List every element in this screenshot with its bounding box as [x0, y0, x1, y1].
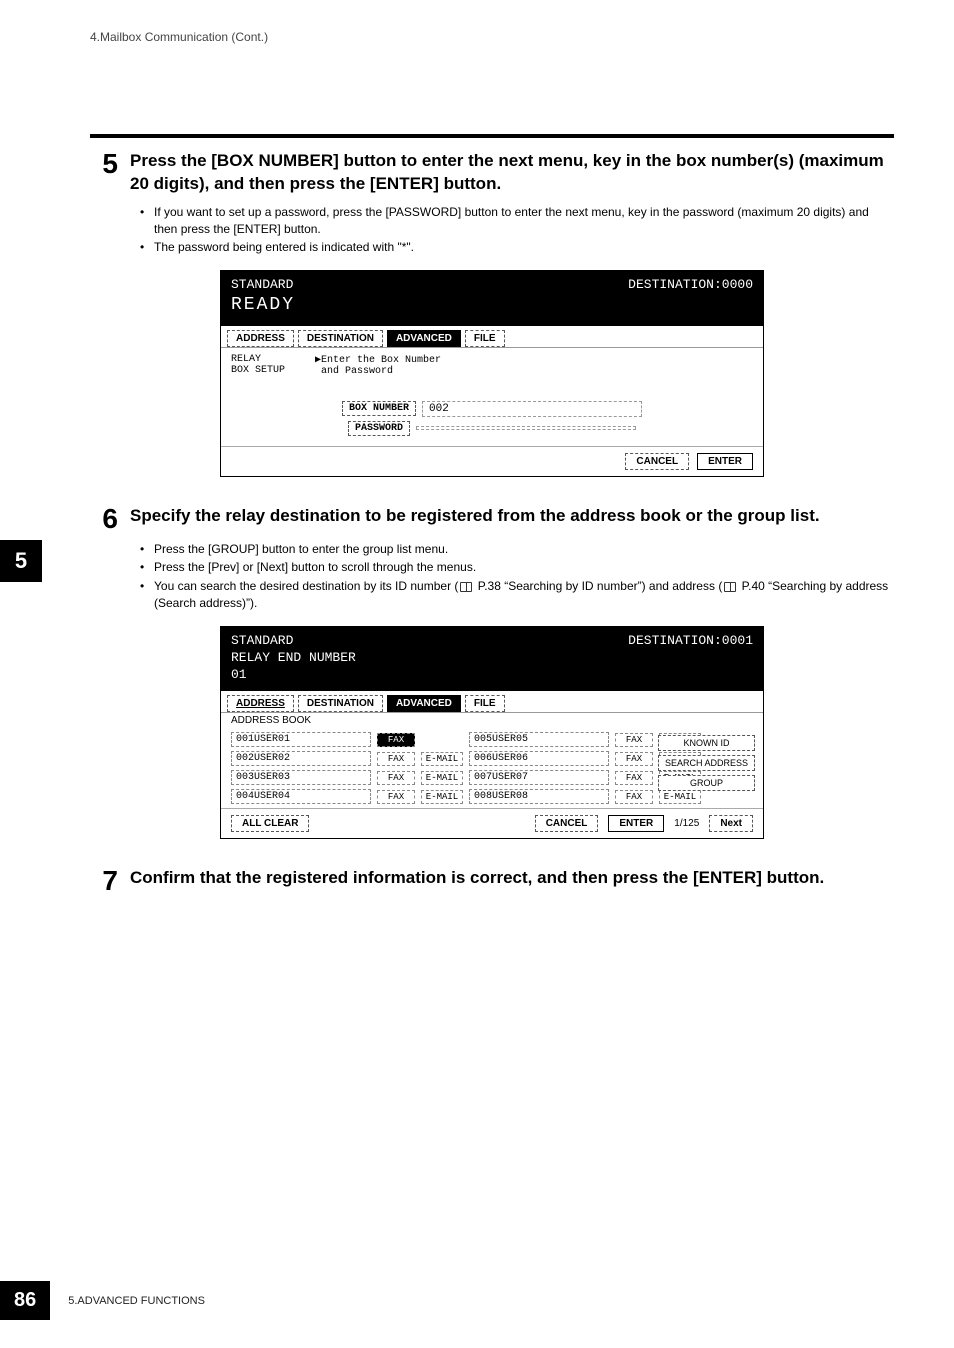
relay-box-setup-label: RELAY BOX SETUP: [231, 354, 285, 377]
fax-button[interactable]: FAX: [377, 790, 415, 804]
lcd-footer: ALL CLEAR CANCEL ENTER 1/125 Next: [221, 808, 763, 838]
group-button[interactable]: GROUP: [658, 775, 755, 791]
cancel-button[interactable]: CANCEL: [625, 453, 689, 470]
address-entry[interactable]: 007USER07: [469, 770, 609, 785]
fax-button[interactable]: FAX: [615, 752, 653, 766]
lcd-body: RELAY BOX SETUP ▶Enter the Box Number an…: [221, 348, 763, 446]
fax-button[interactable]: FAX: [377, 771, 415, 785]
box-number-value: 002: [422, 401, 642, 417]
footer-chapter: 5.ADVANCED FUNCTIONS: [68, 1295, 205, 1307]
note-item: The password being entered is indicated …: [140, 239, 894, 256]
relay-end-label: RELAY END NUMBER: [231, 650, 356, 665]
email-button[interactable]: E-MAIL: [421, 771, 463, 785]
ready-label: READY: [231, 295, 295, 315]
step-number: 6: [90, 505, 118, 533]
tab-advanced[interactable]: ADVANCED: [387, 330, 461, 347]
cancel-button[interactable]: CANCEL: [535, 815, 599, 832]
destination-count: DESTINATION:0000: [628, 277, 753, 294]
tab-file[interactable]: FILE: [465, 695, 505, 712]
enter-button[interactable]: ENTER: [608, 815, 664, 832]
step-number: 5: [90, 150, 118, 196]
enter-button[interactable]: ENTER: [697, 453, 753, 470]
page-indicator: 1/125: [674, 818, 699, 829]
next-button[interactable]: Next: [709, 815, 753, 832]
known-id-button[interactable]: KNOWN ID: [658, 735, 755, 751]
step-6: 6 Specify the relay destination to be re…: [90, 505, 894, 533]
lcd-screenshot-1: STANDARD DESTINATION:0000 READY ADDRESS …: [220, 270, 764, 476]
step-number: 7: [90, 867, 118, 895]
hint-text: ▶Enter the Box Number and Password: [315, 354, 441, 377]
step-instruction: Confirm that the registered information …: [130, 867, 824, 895]
box-number-button[interactable]: BOX NUMBER: [342, 401, 416, 416]
address-entry[interactable]: 005USER05: [469, 732, 609, 747]
mode-label: STANDARD: [231, 633, 293, 648]
email-button[interactable]: E-MAIL: [659, 790, 701, 804]
tab-destination[interactable]: DESTINATION: [298, 695, 383, 712]
relay-end-number: 01: [231, 667, 247, 682]
fax-button[interactable]: FAX: [377, 752, 415, 766]
lcd-header: STANDARD DESTINATION:0000 READY: [221, 271, 763, 325]
email-button[interactable]: E-MAIL: [421, 790, 463, 804]
lcd-header: STANDARD DESTINATION:0001 RELAY END NUMB…: [221, 627, 763, 692]
fax-button[interactable]: FAX: [615, 790, 653, 804]
note-item: You can search the desired destination b…: [140, 578, 894, 612]
section-rule: [90, 134, 894, 138]
fax-button[interactable]: FAX: [615, 771, 653, 785]
page-footer: 86 5.ADVANCED FUNCTIONS: [0, 1281, 205, 1320]
lcd-footer: CANCEL ENTER: [221, 446, 763, 476]
book-icon: [724, 582, 736, 592]
tab-bar: ADDRESS DESTINATION ADVANCED FILE: [221, 691, 763, 713]
tab-destination[interactable]: DESTINATION: [298, 330, 383, 347]
tab-bar: ADDRESS DESTINATION ADVANCED FILE: [221, 326, 763, 348]
address-book-label: ADDRESS BOOK: [221, 713, 763, 728]
chapter-side-tab: 5: [0, 540, 42, 582]
lcd-screenshot-2: STANDARD DESTINATION:0001 RELAY END NUMB…: [220, 626, 764, 840]
mode-label: STANDARD: [231, 277, 293, 292]
note-item: Press the [GROUP] button to enter the gr…: [140, 541, 894, 558]
step-5-notes: If you want to set up a password, press …: [140, 204, 894, 256]
address-entry[interactable]: 004USER04: [231, 789, 371, 804]
address-entry[interactable]: 003USER03: [231, 770, 371, 785]
step-6-notes: Press the [GROUP] button to enter the gr…: [140, 541, 894, 612]
tab-address[interactable]: ADDRESS: [227, 695, 294, 712]
fax-button[interactable]: FAX: [377, 733, 415, 747]
search-address-button[interactable]: SEARCH ADDRESS: [658, 755, 755, 771]
step-instruction: Press the [BOX NUMBER] button to enter t…: [130, 150, 894, 196]
book-icon: [460, 582, 472, 592]
step-5: 5 Press the [BOX NUMBER] button to enter…: [90, 150, 894, 196]
side-button-column: KNOWN ID SEARCH ADDRESS GROUP: [658, 735, 755, 791]
address-entry[interactable]: 001USER01: [231, 732, 371, 747]
address-entry[interactable]: 002USER02: [231, 751, 371, 766]
note-item: Press the [Prev] or [Next] button to scr…: [140, 559, 894, 576]
tab-advanced[interactable]: ADVANCED: [387, 695, 461, 712]
all-clear-button[interactable]: ALL CLEAR: [231, 815, 309, 832]
step-instruction: Specify the relay destination to be regi…: [130, 505, 820, 533]
tab-address[interactable]: ADDRESS: [227, 330, 294, 347]
password-button[interactable]: PASSWORD: [348, 421, 410, 436]
address-entry[interactable]: 008USER08: [469, 789, 609, 804]
step-7: 7 Confirm that the registered informatio…: [90, 867, 894, 895]
note-item: If you want to set up a password, press …: [140, 204, 894, 238]
password-value: [416, 426, 636, 430]
tab-file[interactable]: FILE: [465, 330, 505, 347]
page-number: 86: [0, 1281, 50, 1320]
fax-button[interactable]: FAX: [615, 733, 653, 747]
address-entry[interactable]: 006USER06: [469, 751, 609, 766]
running-header: 4.Mailbox Communication (Cont.): [90, 30, 894, 44]
email-button[interactable]: E-MAIL: [421, 752, 463, 766]
destination-count: DESTINATION:0001: [628, 633, 753, 650]
